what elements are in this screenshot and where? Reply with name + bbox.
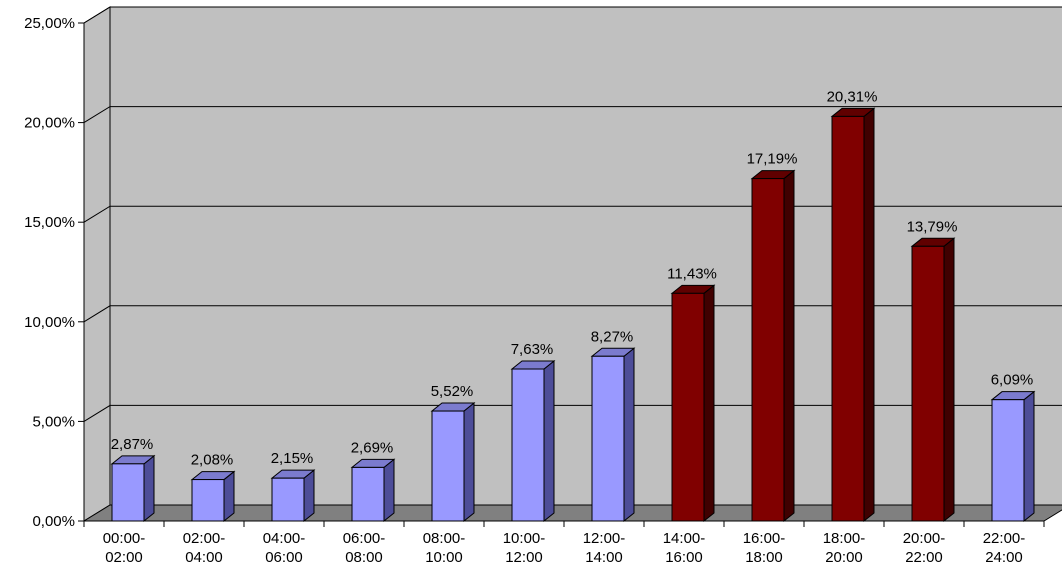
data-label: 17,19% [747,151,798,168]
y-tick-label: 0,00% [32,513,75,530]
data-label: 2,87% [111,436,154,453]
gridline [83,6,1062,24]
bar-front [431,410,465,522]
x-tick-label: 16:00-18:00 [743,530,786,566]
data-label: 5,52% [431,383,474,400]
bar-side [943,237,955,523]
data-label: 2,15% [271,450,314,467]
x-tick-label: 00:00-02:00 [103,530,146,566]
bar-front [111,463,145,522]
data-label: 2,08% [191,452,234,469]
chart-walls [82,6,1062,522]
bar [430,402,476,523]
bar [990,390,1036,523]
bar-side [703,284,715,523]
bar-front [511,368,545,522]
data-label: 6,09% [991,372,1034,389]
bar-front [671,292,705,522]
bar [830,107,876,523]
bar [750,169,796,523]
gridline [83,106,1062,124]
data-labels: 2,87% 2,08% 2,15% 2,69% 5,52% 7,63% 8,27% 11,43… [111,88,1034,468]
bar-side [383,458,395,523]
bar [110,454,156,523]
bar [190,470,236,523]
y-tick-label: 25,00% [24,15,75,32]
x-tick-label: 10:00-12:00 [503,530,546,566]
bar [590,347,636,523]
y-tick-label: 20,00% [24,115,75,132]
bars [110,107,1036,523]
bar-side [863,107,875,523]
bar-side [143,454,155,523]
x-tick-label: 04:00-06:00 [263,530,306,566]
bar-side [1023,390,1035,523]
bar-front [911,245,945,522]
x-tick-label: 20:00-22:00 [903,530,946,566]
x-axis: 00:00-02:00 02:00-04:00 04:00-06:00 06:00-0… [83,520,1045,566]
bar-side [623,347,635,523]
y-tick-label: 10,00% [24,314,75,331]
bar [350,458,396,523]
bar [910,237,956,523]
bar-side [543,359,555,523]
bar-front [271,477,305,522]
bar-front [991,399,1025,522]
data-label: 20,31% [827,88,878,105]
x-tick-label: 18:00-20:00 [823,530,866,566]
side-wall [83,6,111,522]
bar-front [831,115,865,522]
x-tick-label: 22:00-24:00 [983,530,1026,566]
x-tick-label: 14:00-16:00 [663,530,706,566]
gridlines [83,6,1062,422]
x-tick-label: 02:00-04:00 [183,530,226,566]
data-label: 7,63% [511,341,554,358]
data-label: 2,69% [351,439,394,456]
bar-front [751,178,785,522]
bar [510,359,556,523]
bar-side [463,402,475,523]
data-label: 11,43% [667,265,717,282]
data-label: 8,27% [591,328,634,345]
gridline [83,305,1062,323]
gridline [83,404,1062,422]
y-tick-label: 5,00% [32,413,75,430]
bar-front [591,355,625,522]
bar-side [783,169,795,523]
y-tick-label: 15,00% [24,214,75,231]
gridline [83,205,1062,223]
x-tick-label: 12:00-14:00 [583,530,626,566]
bar [670,284,716,523]
x-tick-label: 08:00-10:00 [423,530,466,566]
data-label: 13,79% [907,218,958,235]
x-tick-label: 06:00-08:00 [343,530,386,566]
bar [270,469,316,523]
y-axis: 0,00% 5,00% 10,00% 15,00% 20,00% 25,00% [24,15,85,530]
bar-front [191,479,225,522]
bar-side [303,469,315,523]
bar-front [351,466,385,522]
